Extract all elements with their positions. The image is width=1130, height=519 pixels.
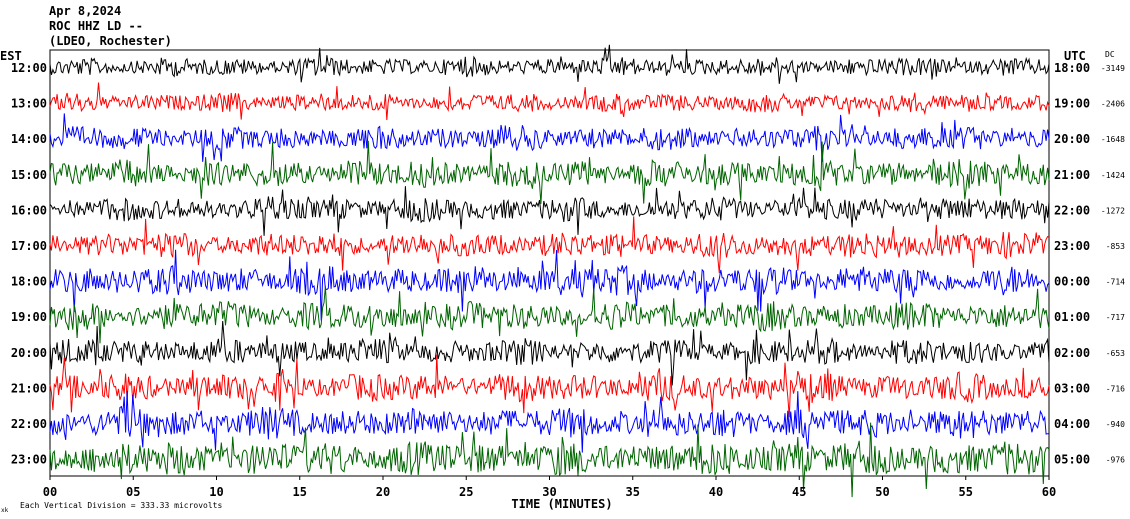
trace-row-1800 [49, 249, 1050, 321]
est-time-label: 18:00 [11, 275, 47, 289]
x-tick-label: 40 [709, 485, 723, 499]
dc-offset-value: -2406 [1101, 100, 1125, 109]
x-tick-label: 10 [209, 485, 223, 499]
utc-time-label: 02:00 [1054, 346, 1090, 360]
dc-offset-value: -1424 [1101, 171, 1125, 180]
axis-ticks: 00 05 10 15 20 25 30 35 40 45 50 55 60 [43, 476, 1056, 499]
dc-offset-value: -853 [1106, 242, 1125, 251]
est-time-label: 15:00 [11, 168, 47, 182]
trace-row-1400 [49, 113, 1050, 162]
dc-offset-value: -3149 [1101, 64, 1125, 73]
dc-offset-value: -716 [1106, 384, 1125, 393]
x-tick-label: 50 [875, 485, 889, 499]
dc-offset-value: -653 [1106, 349, 1125, 358]
trace-row-2300 [49, 422, 1050, 498]
dc-header-label: DC [1105, 50, 1115, 59]
header-date: Apr 8,2024 [49, 4, 122, 18]
est-time-label: 14:00 [11, 132, 47, 146]
utc-time-label: 01:00 [1054, 310, 1090, 324]
plot-frame [49, 49, 1050, 477]
x-tick-label: 15 [293, 485, 307, 499]
trace-row-1700 [49, 216, 1050, 274]
left-timezone-label: EST [0, 49, 22, 63]
est-time-label: 20:00 [11, 346, 47, 360]
x-tick-label: 30 [542, 485, 556, 499]
trace-row-2100 [49, 354, 1050, 418]
utc-time-label: 18:00 [1054, 61, 1090, 75]
dc-offset-value: -717 [1106, 313, 1125, 322]
x-tick-label: 00 [43, 485, 57, 499]
est-time-label: 16:00 [11, 203, 47, 217]
est-time-label: 13:00 [11, 97, 47, 111]
utc-time-label: 21:00 [1054, 168, 1090, 182]
est-time-label: 21:00 [11, 381, 47, 395]
trace-group [49, 44, 1050, 498]
trace-row-1900 [49, 286, 1050, 344]
x-tick-label: 25 [459, 485, 473, 499]
corner-mark: xk [1, 507, 9, 514]
dc-offset-value: -1648 [1101, 135, 1125, 144]
dc-offset-value: -714 [1106, 278, 1125, 287]
x-tick-label: 35 [626, 485, 640, 499]
utc-time-label: 05:00 [1054, 453, 1090, 467]
x-tick-label: 60 [1042, 485, 1056, 499]
trace-row-1600 [49, 186, 1050, 236]
est-time-label: 12:00 [11, 61, 47, 75]
dc-offset-value: -940 [1106, 420, 1125, 429]
header-station: ROC HHZ LD -- [49, 19, 143, 33]
header-network: (LDEO, Rochester) [49, 34, 172, 48]
trace-row-1200 [49, 44, 1050, 84]
est-time-label: 19:00 [11, 310, 47, 324]
dc-offset-value: -976 [1106, 456, 1125, 465]
trace-row-1300 [49, 82, 1050, 121]
x-tick-label: 05 [126, 485, 140, 499]
trace-row-2000 [49, 320, 1050, 386]
trace-row-1500 [49, 140, 1050, 204]
est-time-label: 17:00 [11, 239, 47, 253]
x-tick-label: 20 [376, 485, 390, 499]
utc-time-label: 22:00 [1054, 203, 1090, 217]
x-tick-label: 55 [959, 485, 973, 499]
row-labels: 12:00 18:00 -3149 13:00 19:00 -2406 14:00 20:00… [11, 61, 1125, 467]
scale-note: Each Vertical Division = 333.33 microvol… [20, 501, 222, 510]
est-time-label: 22:00 [11, 417, 47, 431]
utc-time-label: 19:00 [1054, 97, 1090, 111]
utc-time-label: 03:00 [1054, 381, 1090, 395]
x-axis-label: TIME (MINUTES) [511, 497, 612, 511]
utc-time-label: 00:00 [1054, 275, 1090, 289]
utc-time-label: 04:00 [1054, 417, 1090, 431]
right-timezone-label: UTC [1064, 49, 1086, 63]
x-tick-label: 45 [792, 485, 806, 499]
utc-time-label: 23:00 [1054, 239, 1090, 253]
utc-time-label: 20:00 [1054, 132, 1090, 146]
dc-offset-value: -1272 [1101, 206, 1125, 215]
trace-row-2200 [49, 390, 1050, 453]
est-time-label: 23:00 [11, 453, 47, 467]
